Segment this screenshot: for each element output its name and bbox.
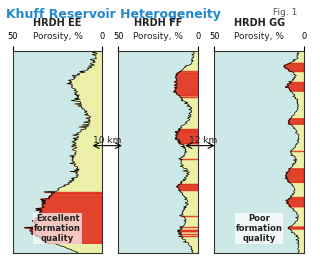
Text: 12 km: 12 km [189, 136, 217, 146]
Text: Porosity, %: Porosity, % [133, 32, 183, 41]
Text: Khuff Reservoir Heterogeneity: Khuff Reservoir Heterogeneity [6, 8, 221, 21]
Text: Fig. 1: Fig. 1 [273, 8, 298, 17]
Text: Porosity, %: Porosity, % [234, 32, 284, 41]
Text: HRDH GG: HRDH GG [234, 18, 285, 28]
Text: Poor
formation
quality: Poor formation quality [236, 214, 283, 243]
Text: 10 km: 10 km [93, 136, 121, 146]
Text: Porosity, %: Porosity, % [33, 32, 83, 41]
Text: Excellent
formation
quality: Excellent formation quality [34, 214, 81, 243]
Text: HRDH FF: HRDH FF [134, 18, 183, 28]
Text: HRDH EE: HRDH EE [33, 18, 82, 28]
